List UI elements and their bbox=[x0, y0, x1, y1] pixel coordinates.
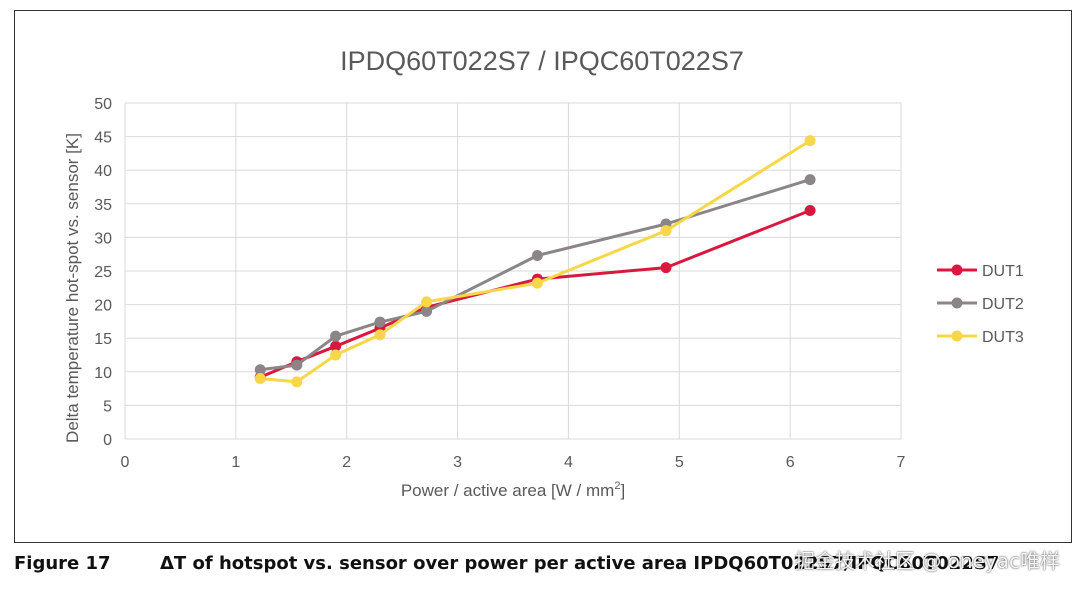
x-tick-label: 3 bbox=[453, 454, 462, 471]
x-tick-label: 2 bbox=[342, 454, 351, 471]
y-tick-label: 35 bbox=[94, 197, 112, 214]
legend-label-dut2: DUT2 bbox=[982, 296, 1024, 313]
data-point-dut3 bbox=[531, 277, 543, 289]
y-tick-label: 40 bbox=[94, 163, 112, 180]
series-line-dut3 bbox=[260, 139, 811, 384]
x-tick-label: 1 bbox=[231, 454, 240, 471]
legend-marker-dut3 bbox=[951, 330, 963, 342]
x-axis-label-end: ] bbox=[620, 481, 625, 500]
legend-marker-dut2 bbox=[951, 297, 963, 309]
x-tick-label: 6 bbox=[786, 454, 795, 471]
y-tick-label: 30 bbox=[94, 230, 112, 247]
chart-frame: 0 5 10 15 20 25 30 35 40 45 50 0 1 2 3 4 5 6 7 DUT1 DUT2 DUT… bbox=[14, 10, 1072, 543]
x-axis-label: Power / active area [W / mm2] bbox=[401, 480, 625, 500]
data-point-dut3 bbox=[254, 373, 266, 385]
legend-label-dut1: DUT1 bbox=[982, 263, 1024, 280]
figure-caption-text: ΔT of hotspot vs. sensor over power per … bbox=[160, 553, 1000, 574]
legend-layer: DUT1 DUT2 DUT3 bbox=[937, 263, 1024, 346]
data-point-dut2 bbox=[330, 330, 342, 342]
data-point-dut2 bbox=[374, 316, 386, 328]
data-point-dut2 bbox=[421, 305, 433, 317]
grid-layer bbox=[124, 102, 902, 440]
x-axis-label-main: Power / active area [W / mm bbox=[401, 481, 615, 500]
data-point-dut3 bbox=[660, 225, 672, 237]
data-point-dut3 bbox=[804, 135, 816, 147]
data-point-dut3 bbox=[421, 296, 433, 308]
data-point-dut3 bbox=[374, 329, 386, 341]
y-tick-label: 50 bbox=[94, 96, 112, 113]
chart-title: IPDQ60T022S7 / IPQC60T022S7 bbox=[340, 46, 744, 76]
y-tick-label: 0 bbox=[103, 432, 112, 449]
data-point-dut3 bbox=[330, 349, 342, 361]
figure-number: Figure 17 bbox=[14, 553, 111, 574]
watermark: 掘金技术社区 @ oneyac唯样 bbox=[794, 549, 1060, 573]
x-axis-label-sup: 2 bbox=[614, 480, 620, 492]
y-tick-label: 10 bbox=[94, 365, 112, 382]
data-point-dut2 bbox=[804, 174, 816, 186]
data-point-dut1 bbox=[804, 205, 816, 217]
y-axis-label: Delta temperature hot-spot vs. sensor [K… bbox=[63, 133, 82, 443]
data-point-dut2 bbox=[531, 250, 543, 262]
x-tick-label: 4 bbox=[564, 454, 573, 471]
y-tick-label: 15 bbox=[94, 331, 112, 348]
x-tick-label: 0 bbox=[121, 454, 130, 471]
x-tick-label: 7 bbox=[897, 454, 906, 471]
data-point-dut3 bbox=[291, 376, 303, 388]
data-point-dut2 bbox=[291, 359, 303, 371]
x-tick-label: 5 bbox=[675, 454, 684, 471]
y-tick-label: 25 bbox=[94, 264, 112, 281]
series-layer bbox=[254, 135, 816, 388]
legend-label-dut3: DUT3 bbox=[982, 329, 1024, 346]
y-tick-label: 20 bbox=[94, 298, 112, 315]
y-tick-label: 5 bbox=[103, 398, 112, 415]
data-point-dut1 bbox=[330, 340, 342, 352]
data-point-dut1 bbox=[660, 262, 672, 274]
y-tick-label: 45 bbox=[94, 130, 112, 147]
data-point-dut2 bbox=[254, 364, 266, 376]
legend-marker-dut1 bbox=[951, 264, 963, 276]
